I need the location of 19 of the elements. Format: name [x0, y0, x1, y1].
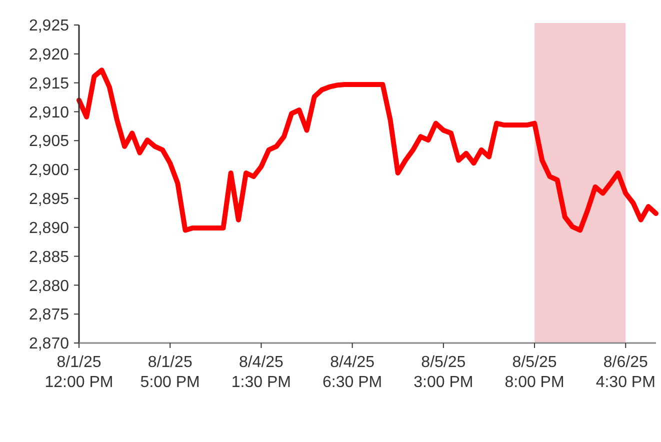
y-tick-label: 2,870 [28, 336, 70, 353]
y-tick-label: 2,880 [28, 278, 70, 295]
y-tick-label: 2,910 [28, 104, 70, 122]
x-tick-label: 8/5/25 3:00 PM [414, 354, 474, 391]
x-tick-label: 8/5/25 8:00 PM [504, 354, 564, 391]
y-tick-label: 2,875 [28, 306, 70, 324]
y-tick-label: 2,890 [28, 220, 70, 237]
x-tick-label: 8/4/25 1:30 PM [231, 354, 292, 391]
y-tick-label: 2,920 [28, 46, 70, 64]
y-tick-label: 2,915 [28, 75, 70, 92]
x-tick-label: 8/4/25 6:30 PM [322, 354, 382, 391]
y-tick-label: 2,885 [28, 248, 70, 266]
y-tick-label: 2,900 [28, 162, 70, 180]
y-tick-label: 2,925 [28, 18, 70, 35]
x-tick-label: 8/1/25 12:00 PM [44, 354, 114, 391]
y-tick-label: 2,905 [28, 133, 70, 150]
y-tick-label: 2,895 [28, 191, 70, 208]
x-tick-label: 8/6/25 4:30 PM [596, 354, 656, 391]
x-tick-label: 8/1/25 5:00 PM [140, 354, 200, 391]
